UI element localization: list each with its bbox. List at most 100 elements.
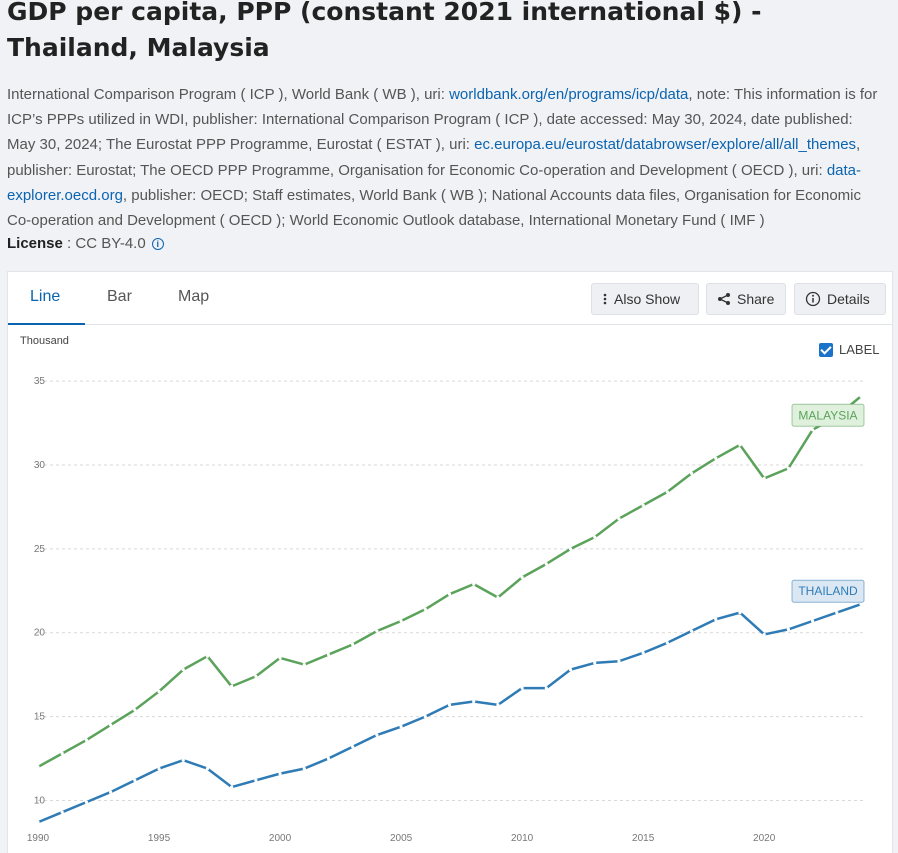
data-point-malaysia [496, 595, 500, 600]
x-tick-label: 2010 [511, 833, 534, 844]
data-point-thailand [762, 632, 766, 637]
tab-bar-chart[interactable]: Bar [107, 288, 132, 305]
data-point-thailand [472, 699, 476, 704]
data-point-thailand [302, 766, 306, 771]
also-show-label: Also Show [614, 291, 681, 307]
data-point-thailand [593, 661, 597, 665]
data-point-thailand [714, 617, 718, 621]
source-text-1: International Comparison Program ( ICP )… [7, 86, 450, 103]
data-point-malaysia [375, 629, 379, 633]
source-text-3: , publisher: Eurostat; The OECD PPP Prog… [7, 136, 861, 179]
x-tick-label: 2005 [390, 833, 413, 844]
data-point-malaysia [762, 476, 766, 481]
source-link-oecd[interactable]: data-explorer.oecd.org [7, 161, 862, 204]
x-tick-label: 1995 [148, 833, 171, 844]
data-point-malaysia [60, 751, 64, 756]
active-tab-indicator [8, 323, 85, 325]
data-point-thailand [254, 778, 258, 782]
data-point-thailand [447, 703, 452, 707]
info-circle-icon [805, 291, 821, 307]
data-point-thailand [399, 725, 403, 729]
tab-map[interactable]: Map [178, 288, 210, 305]
y-tick-label: 30 [34, 460, 46, 471]
x-tick-label: 2015 [632, 833, 655, 844]
data-point-malaysia [447, 592, 452, 596]
data-point-thailand [109, 790, 113, 794]
data-point-thailand [665, 641, 669, 645]
data-point-malaysia [157, 689, 161, 694]
data-point-malaysia [544, 562, 548, 566]
data-point-thailand [520, 686, 524, 690]
y-tick-label: 35 [34, 376, 46, 387]
data-point-thailand [36, 820, 40, 824]
license-label: License [7, 235, 63, 252]
data-point-thailand [835, 611, 839, 615]
data-point-malaysia [472, 582, 476, 586]
checkbox-icon[interactable] [819, 342, 833, 357]
data-point-thailand [689, 629, 694, 633]
data-point-malaysia [399, 619, 403, 623]
data-point-thailand [423, 714, 427, 719]
series-label-box-malaysia [791, 403, 865, 427]
data-point-malaysia [859, 394, 863, 398]
info-icon[interactable]: i [151, 238, 164, 250]
details-button[interactable]: Details [794, 283, 886, 315]
source-link-eurostat[interactable]: ec.europa.eu/eurostat/databrowser/explor… [474, 136, 857, 154]
data-point-malaysia [254, 674, 258, 678]
x-tick-label: 1990 [27, 833, 50, 844]
data-point-malaysia [326, 652, 331, 657]
data-point-malaysia [617, 517, 621, 521]
share-button[interactable]: Share [706, 283, 786, 315]
x-tick-label: 2000 [269, 833, 292, 844]
share-icon [718, 293, 730, 305]
source-link-icp[interactable]: worldbank.org/en/programs/icp/data [449, 86, 689, 103]
data-point-malaysia [689, 471, 694, 476]
data-point-malaysia [230, 684, 234, 689]
share-label: Share [737, 291, 775, 307]
data-point-malaysia [278, 656, 282, 660]
also-show-button[interactable]: Also Show [591, 283, 699, 315]
data-point-malaysia [84, 738, 89, 742]
data-point-thailand [859, 602, 863, 606]
label-toggle-text: LABEL [839, 342, 880, 357]
y-tick-label: 25 [34, 544, 46, 555]
chart-panel: Line Bar Map Also Show Share Details Tho… [7, 271, 893, 853]
data-point-thailand [230, 785, 234, 789]
data-point-thailand [181, 758, 185, 762]
data-point-thailand [326, 756, 331, 761]
source-text-4: , publisher: OECD; Staff estimates, Worl… [7, 186, 861, 230]
data-point-thailand [641, 651, 645, 655]
data-point-thailand [617, 659, 621, 663]
data-point-malaysia [181, 668, 185, 672]
series-line-malaysia [37, 395, 862, 769]
data-point-thailand [60, 810, 64, 814]
license: License : CC BY-4.0 i [7, 235, 164, 252]
vertical-dots-icon [603, 293, 607, 305]
y-tick-label: 20 [34, 628, 46, 639]
page-title: GDP per capita, PPP (constant 2021 inter… [7, 0, 762, 62]
tab-bar: Line Bar Map Also Show Share Details [8, 272, 892, 325]
data-point-malaysia [133, 708, 137, 712]
x-tick-label: 2020 [753, 833, 776, 844]
data-point-malaysia [568, 547, 573, 551]
data-point-malaysia [665, 490, 669, 494]
data-point-thailand [738, 611, 742, 615]
line-chart: 10 15 20 25 30 35 1990 1995 2000 2005 2010 2015 2020… [27, 376, 866, 844]
data-point-malaysia [593, 535, 597, 539]
data-point-thailand [278, 772, 282, 776]
data-point-thailand [205, 766, 210, 771]
data-point-malaysia [351, 642, 355, 647]
source-text-2: , note: This information is for ICP’s PP… [7, 86, 878, 154]
data-point-malaysia [714, 456, 718, 460]
source-description: International Comparison Program ( ICP )… [7, 82, 885, 233]
data-point-malaysia [36, 765, 40, 769]
series-label-malaysia: MALAYSIA [798, 408, 857, 422]
tab-line[interactable]: Line [30, 288, 61, 305]
license-value: : CC BY-4.0 [62, 235, 146, 252]
data-point-malaysia [641, 503, 645, 507]
data-point-malaysia [786, 466, 790, 470]
data-point-malaysia [423, 607, 427, 611]
label-toggle[interactable]: LABEL [819, 342, 879, 357]
y-tick-label: 15 [34, 712, 46, 723]
series-label-thailand: THAILAND [798, 584, 858, 598]
